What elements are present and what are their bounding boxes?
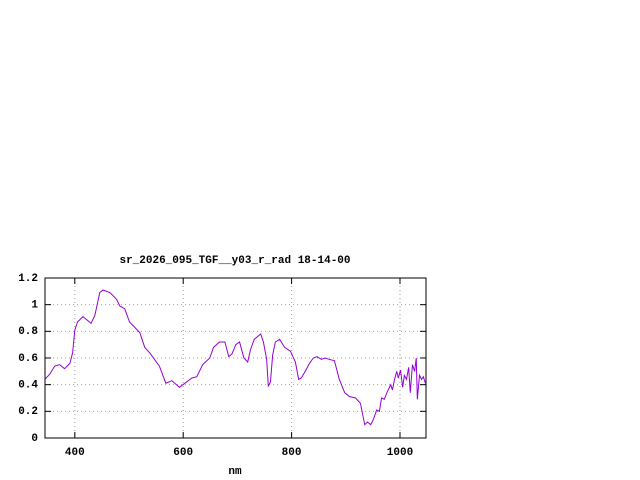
- data-line: [44, 289, 426, 426]
- plot-border: [44, 277, 427, 439]
- y-tick-label: 0.2: [18, 406, 38, 418]
- x-tick-label: 600: [173, 447, 193, 459]
- x-tick-label: 800: [282, 447, 302, 459]
- y-tick-label: 0.4: [18, 380, 38, 392]
- y-tick-label: 0: [31, 433, 38, 445]
- x-axis-label: nm: [228, 466, 242, 478]
- chart-title: sr_2026_095_TGF__y03_r_rad 18-14-00: [119, 255, 350, 267]
- x-tick-label: 1000: [387, 447, 413, 459]
- x-tick-label: 400: [65, 447, 85, 459]
- y-tick-label: 0.6: [18, 353, 38, 365]
- y-tick-label: 1.2: [18, 273, 38, 285]
- y-tick-label: 0.8: [18, 326, 38, 338]
- y-tick-label: 1: [31, 300, 38, 312]
